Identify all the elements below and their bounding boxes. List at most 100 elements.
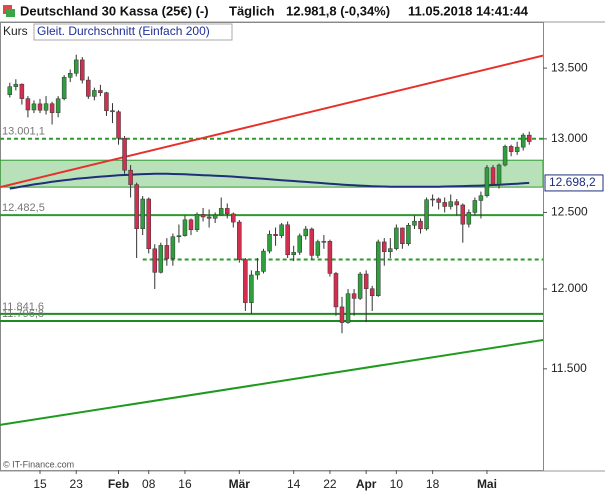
- candle-body: [49, 103, 55, 113]
- quote: 12.981,8 (-0,34%): [286, 3, 390, 18]
- candle-body: [345, 293, 351, 323]
- candle-body: [520, 134, 526, 148]
- candle-body: [448, 201, 453, 207]
- zone-band: [0, 159, 543, 188]
- x-tick-label: 18: [426, 477, 440, 491]
- x-tick-label: Mär: [229, 477, 251, 491]
- candle-body: [80, 59, 85, 81]
- candle-body: [98, 90, 103, 93]
- candle-body: [508, 146, 514, 152]
- candle-body: [273, 234, 278, 236]
- plot-area: 13.001,1 12.482,5 11.841,611.796,8: [0, 54, 543, 426]
- candle-body: [454, 201, 460, 206]
- y-tick-label: 13.500: [551, 60, 588, 74]
- candle-body: [164, 245, 170, 259]
- candle-body: [231, 213, 236, 223]
- candle-body: [134, 184, 139, 229]
- candle-body: [224, 208, 230, 215]
- candle-body: [182, 219, 188, 236]
- candle-body: [13, 83, 19, 87]
- last-label: 12.698,2: [549, 175, 596, 189]
- candle-body: [212, 214, 218, 219]
- candle-body: [369, 288, 375, 296]
- x-tick-label: Apr: [356, 477, 377, 491]
- x-tick-label: 22: [323, 477, 337, 491]
- candle-body: [412, 220, 417, 226]
- candle-body: [206, 216, 212, 219]
- candle-body: [110, 110, 115, 113]
- candle-body: [243, 259, 248, 303]
- y-tick-label: 12.500: [551, 205, 588, 219]
- candle-body: [490, 167, 496, 185]
- x-tick-label: 23: [70, 477, 84, 491]
- candle-body: [104, 92, 109, 111]
- y-tick-label: 12.000: [551, 281, 588, 295]
- candle-body: [170, 236, 176, 259]
- candle-body: [514, 146, 520, 152]
- candle-body: [502, 146, 508, 166]
- candle-body: [297, 235, 302, 253]
- x-tick-label: 08: [142, 477, 156, 491]
- candle-body: [315, 241, 321, 256]
- candle-body: [442, 202, 447, 207]
- candle-body: [267, 234, 272, 252]
- candle-body: [255, 271, 260, 276]
- candle-body: [19, 83, 25, 99]
- candle-body: [496, 164, 502, 185]
- candle-body: [188, 219, 194, 231]
- candle-body: [31, 103, 37, 111]
- x-tick-label: 14: [287, 477, 301, 491]
- x-tick-label: 15: [33, 477, 47, 491]
- candle-body: [351, 293, 357, 299]
- candle-body: [128, 169, 133, 185]
- y-tick-label: 11.500: [551, 361, 587, 375]
- candle-body: [333, 273, 339, 308]
- candle-body: [472, 200, 478, 213]
- candle-body: [37, 103, 43, 111]
- candle-body: [460, 204, 466, 225]
- candle-body: [484, 167, 490, 196]
- candle-body: [25, 98, 31, 111]
- candle-body: [478, 195, 484, 201]
- candle-body: [218, 208, 224, 216]
- period: Täglich: [229, 3, 275, 18]
- candle-body: [43, 103, 49, 111]
- candle-body: [176, 235, 182, 238]
- candle-body: [7, 86, 13, 95]
- trendline: [0, 54, 543, 189]
- x-tick-label: 10: [390, 477, 404, 491]
- candle-body: [200, 214, 206, 218]
- legend-ma: Gleit. Durchschnitt (Einfach 200): [37, 24, 210, 38]
- candle-body: [375, 241, 381, 296]
- level-label: 12.482,5: [2, 202, 45, 214]
- candle-body: [339, 306, 345, 323]
- candle-body: [116, 111, 121, 139]
- last-label-box: [544, 174, 604, 192]
- candle-body: [466, 212, 472, 225]
- x-tick-label: 16: [178, 477, 192, 491]
- candle-body: [86, 79, 91, 97]
- instrument: Deutschland 30 Kassa (25€) (-): [20, 3, 209, 18]
- candle-body: [394, 227, 399, 249]
- legend-box: [33, 23, 233, 41]
- candle-body: [291, 252, 296, 256]
- candle-body: [279, 224, 284, 236]
- legend-price: Kurs: [3, 24, 28, 38]
- candle-body: [55, 98, 61, 113]
- candle-body: [73, 59, 79, 74]
- x-tick-label: Feb: [108, 477, 129, 491]
- candle-body: [146, 198, 151, 250]
- x-tick-label: Mai: [477, 477, 497, 491]
- candle-body: [400, 227, 405, 245]
- candle-body: [436, 198, 441, 203]
- trendline: [0, 339, 543, 426]
- candle-body: [152, 248, 158, 273]
- candle-body: [382, 241, 387, 252]
- candle-body: [122, 138, 127, 171]
- plot-content: 13.001,1 12.482,5 11.841,611.796,8: [0, 54, 543, 426]
- candle-body: [388, 248, 393, 252]
- candle-body: [526, 134, 532, 142]
- candle-body: [418, 220, 423, 230]
